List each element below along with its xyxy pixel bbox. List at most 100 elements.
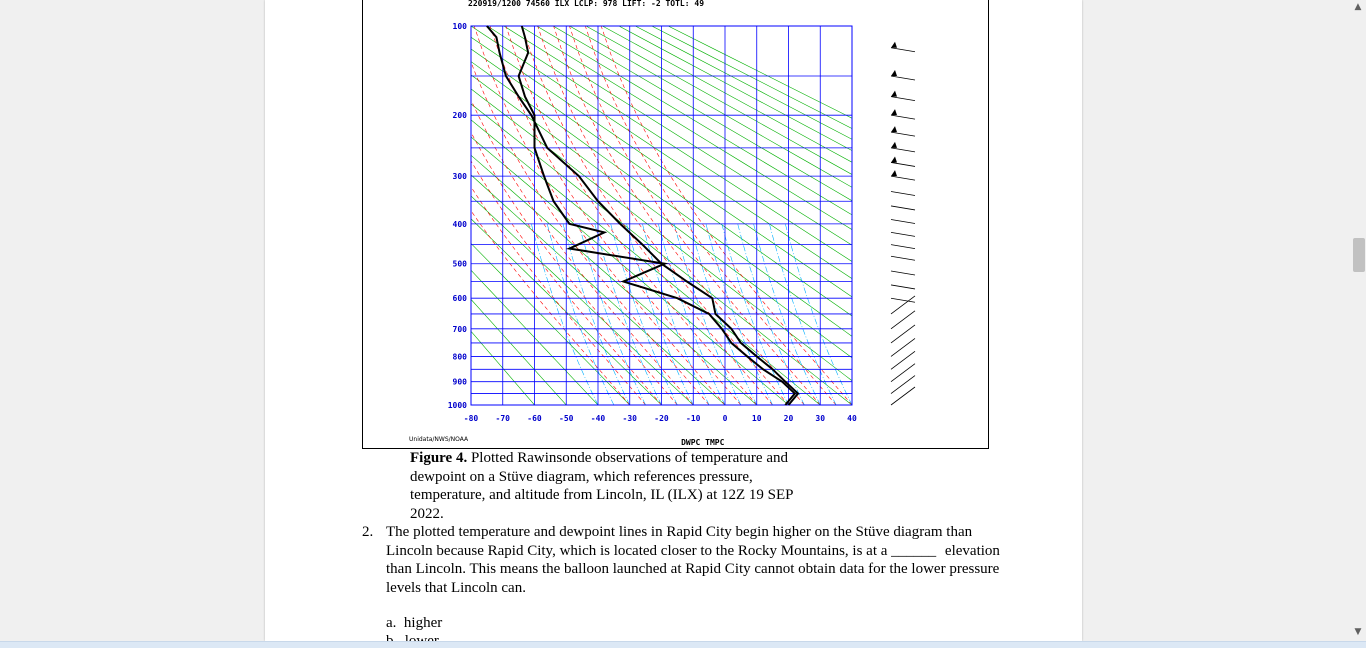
mixing-ratio-line (673, 223, 742, 405)
plot-frame (470, 25, 853, 406)
dry-adiabat-line (471, 119, 821, 405)
option-b-text: lower (404, 633, 439, 641)
dry-adiabat-line (471, 26, 852, 280)
dry-adiabat-line (569, 26, 852, 188)
option-a[interactable]: a. higher (386, 615, 442, 632)
y-tick-label: 400 (453, 220, 468, 229)
wind-barb-icon (890, 338, 916, 357)
vertical-scrollbar[interactable]: ▲ ▼ (1349, 0, 1366, 641)
wind-barb-icon (890, 297, 916, 303)
stuve-chart: -80 -70 -60 -50 -40 -30 -20 -10 0 10 20 30 40 100 200 3… (409, 0, 916, 447)
option-b-letter: b. (386, 633, 398, 641)
y-tick-label: 1000 (448, 401, 467, 410)
moist-adiabat-line (471, 61, 710, 405)
wind-barb-icon (890, 310, 916, 330)
dwpc-profile-line (517, 25, 797, 406)
dry-adiabat-line (471, 88, 852, 382)
moist-adiabat-line (569, 26, 821, 405)
dry-adiabat-line (471, 154, 757, 405)
dry-adiabat-line (471, 48, 852, 317)
option-a-text: higher (403, 615, 443, 631)
y-tick-label: 800 (453, 352, 468, 361)
mixing-ratio-line (642, 223, 710, 405)
moist-adiabat-line (489, 26, 742, 405)
option-b[interactable]: b. lower (386, 633, 439, 641)
caption-label: Figure 4. (410, 450, 468, 466)
dry-adiabat-line (553, 26, 852, 202)
moist-adiabat-line (521, 26, 773, 405)
x-tick-label: -10 (686, 414, 701, 423)
dry-adiabat-line (471, 243, 630, 405)
wind-barb-icon (890, 244, 916, 249)
mixing-ratio-line (721, 223, 789, 405)
wind-barb-icon (890, 90, 916, 101)
wind-barb-icon (890, 231, 916, 237)
dry-adiabat-line (471, 330, 535, 405)
option-a-letter: a. (386, 615, 397, 631)
wind-barb-icon (890, 156, 916, 167)
mixing-ratio-line (689, 223, 758, 405)
x-tick-label: 10 (752, 414, 762, 423)
x-tick-label: -50 (559, 414, 574, 423)
y-tick-label: 200 (453, 111, 468, 120)
mixing-ratio-line (562, 223, 631, 405)
source-label: Unidata/NWS/NOAA (409, 436, 469, 443)
wind-barb-icon (890, 191, 916, 196)
moist-adiabat-line (471, 210, 630, 405)
wind-barb-icon (890, 350, 916, 370)
wind-barb-icon (890, 255, 916, 261)
dry-adiabat-line (471, 174, 726, 405)
mixing-ratio-line (610, 223, 678, 405)
moist-adiabat-line (471, 160, 662, 405)
mixing-ratio-line (737, 223, 805, 405)
y-tick-label: 700 (453, 325, 468, 334)
moist-adiabat-line (471, 99, 694, 405)
question-text-before: The plotted temperature and dewpoint lin… (386, 524, 973, 559)
wind-barb-icon (890, 284, 916, 290)
wind-barb-icon (890, 205, 916, 211)
dry-adiabat-line (471, 218, 662, 405)
x-tick-label: 30 (815, 414, 825, 423)
dry-adiabat-line (618, 26, 852, 151)
mixing-ratio-line (626, 223, 694, 405)
mixing-ratio-line (594, 223, 662, 405)
moist-adiabat-line (600, 26, 852, 405)
dry-adiabat-line (471, 195, 694, 405)
x-tick-label: -20 (654, 414, 669, 423)
y-tick-label: 100 (453, 22, 468, 31)
bottom-bar (0, 641, 1366, 648)
chart-header-text: 220919/1200 74560 ILX LCLP: 978 LIFT: -2… (468, 0, 704, 8)
wind-barb-icon (890, 126, 916, 137)
wind-barb-icon (890, 70, 916, 81)
dry-adiabat-line (471, 74, 852, 359)
dry-adiabat-line (471, 61, 852, 337)
x-tick-label: 0 (723, 414, 728, 423)
mixing-ratio-line (769, 223, 837, 405)
tmpc-profile-line (486, 25, 800, 406)
x-tick-label: -30 (623, 414, 638, 423)
x-tick-label: -60 (527, 414, 542, 423)
scrollbar-thumb[interactable] (1353, 238, 1365, 272)
scroll-down-icon[interactable]: ▼ (1354, 627, 1362, 637)
stuve-diagram-figure: -80 -70 -60 -50 -40 -30 -20 -10 0 10 20 30 40 100 200 3… (362, 0, 989, 449)
scroll-up-icon[interactable]: ▲ (1354, 2, 1362, 12)
dry-adiabat-line (520, 26, 852, 230)
y-tick-label: 300 (453, 172, 468, 181)
figure-caption: Figure 4. Plotted Rawinsonde observation… (410, 449, 830, 523)
x-tick-label: 40 (847, 414, 857, 423)
y-tick-label: 500 (453, 260, 468, 269)
wind-barb-icon (890, 386, 916, 406)
wind-barb-icon (890, 324, 916, 344)
question-2: 2. The plotted temperature and dewpoint … (362, 523, 1002, 597)
dry-adiabat-line (471, 298, 567, 405)
x-axis-label: DWPC TMPC (681, 438, 725, 447)
moist-adiabat-line (471, 131, 678, 405)
dry-adiabat-line (668, 26, 852, 119)
wind-barb-icon (890, 363, 916, 382)
document-page: -80 -70 -60 -50 -40 -30 -20 -10 0 10 20 30 40 100 200 3… (265, 0, 1082, 641)
wind-barb-icon (890, 375, 916, 394)
moist-adiabat-line (585, 26, 837, 405)
dry-adiabat-line (585, 26, 852, 175)
answer-blank: ______ (891, 542, 937, 559)
question-text-after: elevation than Lincoln. This means the b… (386, 542, 1000, 596)
